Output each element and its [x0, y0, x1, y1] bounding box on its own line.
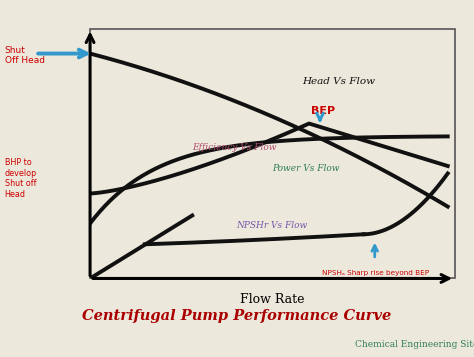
Text: Head Vs Flow: Head Vs Flow	[302, 76, 375, 86]
Text: Chemical Engineering Site: Chemical Engineering Site	[356, 340, 474, 349]
Text: Efficiency Vs Flow: Efficiency Vs Flow	[192, 143, 277, 152]
Text: NPSHₐ Sharp rise beyond BEP: NPSHₐ Sharp rise beyond BEP	[322, 270, 429, 276]
Text: NPSHr Vs Flow: NPSHr Vs Flow	[236, 221, 307, 231]
Text: Shut
Off Head: Shut Off Head	[5, 46, 45, 65]
Text: Power Vs Flow: Power Vs Flow	[273, 164, 340, 173]
Text: Flow Rate: Flow Rate	[240, 293, 305, 306]
Text: Centrifugal Pump Performance Curve: Centrifugal Pump Performance Curve	[82, 309, 392, 323]
Text: BHP to
develop
Shut off
Head: BHP to develop Shut off Head	[5, 158, 37, 199]
Text: BEP: BEP	[311, 106, 335, 116]
